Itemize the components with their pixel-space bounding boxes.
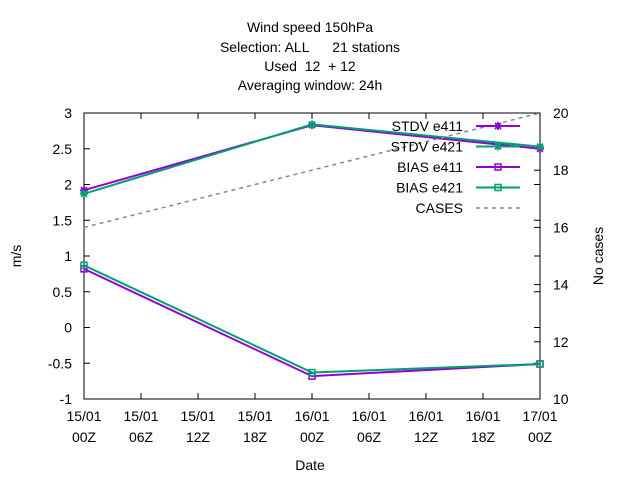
legend-marker — [494, 142, 502, 151]
x-tick-label-date: 15/01 — [66, 408, 101, 424]
data-point-marker — [536, 142, 544, 151]
y2-tick-label: 20 — [553, 105, 569, 121]
x-tick-label-date: 15/01 — [180, 408, 215, 424]
legend-label: BIAS e421 — [396, 180, 463, 196]
legend-marker-d2 — [494, 122, 502, 130]
x-tick-label-date: 16/01 — [408, 408, 443, 424]
data-point-marker — [308, 120, 316, 129]
x-tick-label-date: 16/01 — [351, 408, 386, 424]
series-bias-e421 — [80, 261, 544, 377]
y-tick-label: 1.5 — [53, 212, 73, 228]
series-stdv-e421 — [80, 120, 544, 198]
data-point-marker-d2 — [80, 190, 88, 198]
data-point-marker — [536, 360, 544, 368]
y-tick-label: -1 — [60, 391, 73, 407]
x-tick-label-hour: 00Z — [300, 429, 325, 445]
y2-tick-label: 14 — [553, 277, 569, 293]
data-point-marker — [308, 368, 316, 377]
data-point-marker — [80, 189, 88, 198]
y-tick-label: 0.5 — [53, 284, 73, 300]
title-line-4: Averaging window: 24h — [238, 77, 383, 93]
series-line — [83, 123, 541, 195]
y2-tick-label: 12 — [553, 334, 569, 350]
legend: STDV e411 STDV e421 BIAS e411 BIAS e421 CASE… — [391, 118, 520, 216]
legend-entry: CASES — [416, 200, 520, 216]
legend-label: CASES — [416, 200, 463, 216]
legend-entry: STDV e421 — [391, 139, 520, 155]
x-tick-label-hour: 00Z — [72, 429, 97, 445]
legend-label: BIAS e411 — [397, 159, 463, 175]
plot-frame — [83, 112, 541, 400]
y-tick-label: 2.5 — [53, 141, 73, 157]
legend-entry: BIAS e421 — [396, 180, 520, 196]
legend-label: STDV e421 — [391, 139, 464, 155]
axes: -1 -0.5 0 0.5 1 1.5 2 2.5 3 10 12 14 16 18 20 15/01 00Z 1… — [48, 105, 569, 445]
series-line — [83, 124, 541, 192]
series-lines — [80, 112, 544, 380]
legend-marker — [494, 122, 502, 130]
x-tick-label-date: 15/01 — [237, 408, 272, 424]
y2-axis-label: No cases — [590, 227, 606, 285]
series-line — [83, 267, 541, 378]
series-stdv-e411 — [80, 121, 544, 195]
x-axis-label: Date — [295, 457, 325, 473]
series-line — [83, 264, 541, 374]
title-line-2: Selection: ALL 21 stations — [220, 39, 400, 55]
legend-entry: STDV e411 — [392, 118, 520, 134]
y-tick-label: 0 — [64, 320, 72, 336]
x-tick-label-hour: 06Z — [129, 429, 154, 445]
series-bias-e411 — [80, 265, 544, 380]
x-tick-label-hour: 18Z — [471, 429, 496, 445]
legend-marker — [494, 163, 502, 171]
legend-entry: BIAS e411 — [397, 159, 520, 175]
data-point-marker — [80, 261, 88, 270]
chart-title: Wind speed 150hPa Selection: ALL 21 stat… — [220, 19, 400, 93]
y-tick-label: -0.5 — [48, 355, 72, 371]
y-tick-label: 3 — [64, 105, 72, 121]
x-tick-label-hour: 12Z — [414, 429, 439, 445]
x-tick-label-date: 16/01 — [465, 408, 500, 424]
title-line-3: Used 12 + 12 — [264, 58, 356, 74]
series-cases — [83, 112, 541, 229]
y2-tick-label: 16 — [553, 219, 569, 235]
x-tick-label-hour: 00Z — [528, 429, 553, 445]
x-tick-label-hour: 12Z — [186, 429, 211, 445]
x-tick-label-date: 16/01 — [294, 408, 329, 424]
legend-marker — [494, 183, 502, 192]
x-tick-label-date: 17/01 — [522, 408, 557, 424]
data-point-marker-d2 — [308, 120, 316, 129]
y2-tick-label: 10 — [553, 391, 569, 407]
y-tick-label: 2 — [64, 177, 72, 193]
title-line-1: Wind speed 150hPa — [247, 19, 373, 35]
y-tick-label: 1 — [64, 248, 72, 264]
legend-marker-d2 — [494, 142, 502, 151]
series-line — [83, 112, 541, 229]
x-tick-label-hour: 06Z — [357, 429, 382, 445]
y-axis-label: m/s — [8, 245, 24, 268]
data-point-marker-d2 — [536, 142, 544, 151]
x-tick-label-hour: 18Z — [243, 429, 268, 445]
legend-label: STDV e411 — [392, 118, 464, 134]
x-tick-label-date: 15/01 — [123, 408, 158, 424]
y2-tick-label: 18 — [553, 162, 569, 178]
